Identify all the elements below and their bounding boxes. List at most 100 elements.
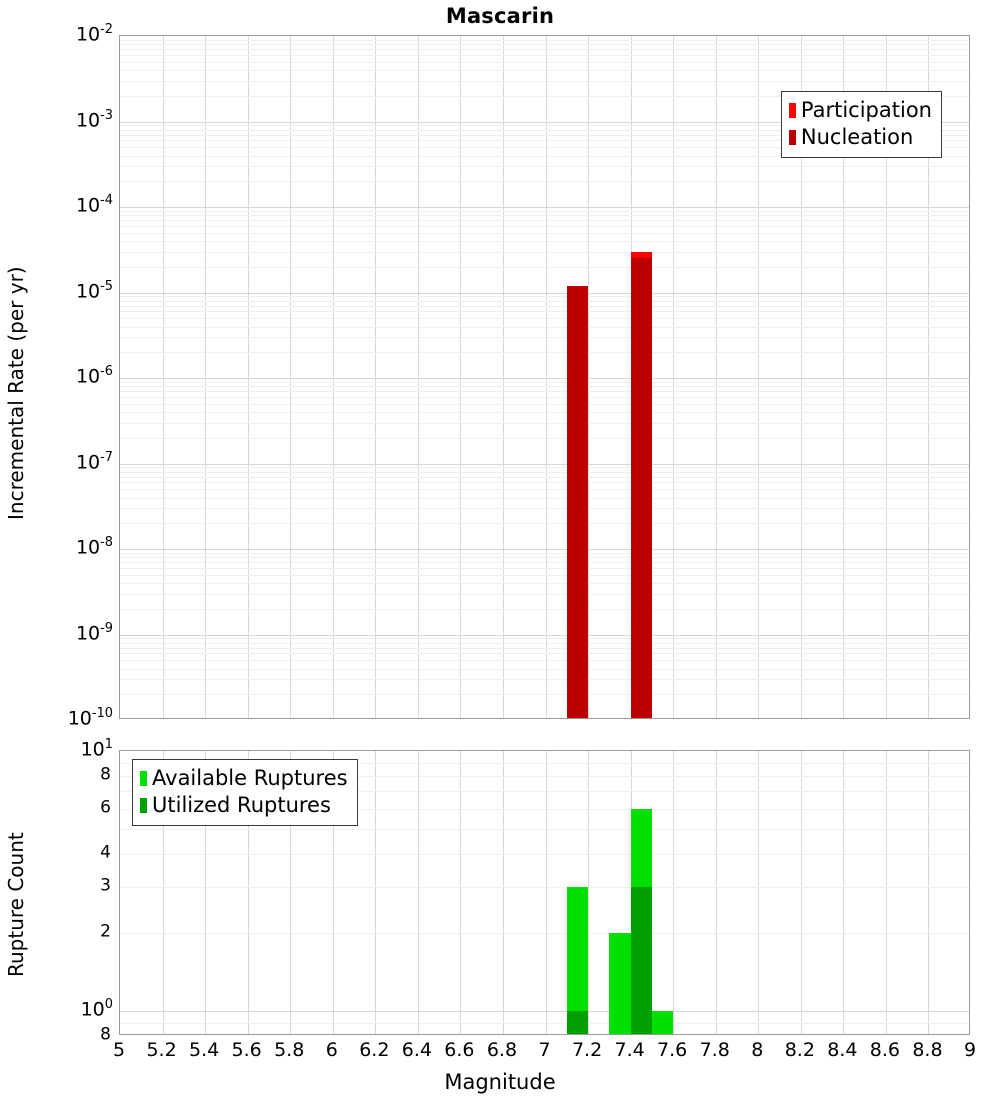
grid-line-horizontal-minor [120, 568, 969, 569]
grid-line-vertical [928, 36, 929, 718]
grid-line-horizontal-minor [120, 472, 969, 473]
grid-line-horizontal-minor [120, 135, 969, 136]
grid-line-vertical [503, 36, 504, 718]
grid-line-horizontal-minor [120, 125, 969, 126]
grid-line-horizontal [120, 122, 969, 123]
top-panel-y-axis-label: Incremental Rate (per yr) [4, 266, 28, 520]
x-tick-label: 6 [325, 1039, 338, 1061]
grid-line-vertical [716, 36, 717, 718]
grid-line-vertical [248, 36, 249, 718]
grid-line-vertical [205, 36, 206, 718]
grid-line-vertical [588, 36, 589, 718]
grid-line-horizontal [120, 887, 969, 888]
grid-line-horizontal-minor [120, 508, 969, 509]
grid-line-vertical [333, 751, 334, 1034]
legend-swatch-icon [140, 771, 147, 786]
legend-swatch-icon [788, 130, 796, 145]
legend-label: Available Ruptures [152, 766, 348, 790]
top-panel-canvas [120, 36, 969, 718]
grid-line-horizontal [120, 635, 969, 636]
x-tick-label: 6.4 [401, 1039, 432, 1061]
x-tick-label: 7.8 [699, 1039, 730, 1061]
grid-line-vertical [758, 36, 759, 718]
grid-line-horizontal-minor [120, 49, 969, 50]
grid-line-horizontal-minor [120, 404, 969, 405]
x-tick-label: 8.2 [784, 1039, 815, 1061]
y-tick-label: 8 [100, 1024, 111, 1045]
grid-line-horizontal [120, 763, 969, 764]
x-axis-label: Magnitude [444, 1070, 556, 1094]
bar-available-ruptures [651, 1010, 674, 1034]
y-tick-label: 10-2 [75, 22, 113, 46]
grid-line-horizontal-minor [120, 397, 969, 398]
grid-line-vertical [460, 751, 461, 1034]
y-tick-label: 10-6 [75, 364, 113, 388]
grid-line-vertical [546, 751, 547, 1034]
grid-line-horizontal-minor [120, 386, 969, 387]
grid-line-horizontal-minor [120, 412, 969, 413]
legend-label: Participation [800, 98, 932, 122]
grid-line-horizontal [120, 464, 969, 465]
grid-line-horizontal-minor [120, 296, 969, 297]
x-tick-label: 7.4 [614, 1039, 645, 1061]
grid-line-horizontal-minor [120, 482, 969, 483]
grid-line-horizontal-minor [120, 220, 969, 221]
y-tick-label: 10-10 [67, 706, 113, 730]
x-tick-label: 8.4 [827, 1039, 858, 1061]
y-tick-label: 2 [100, 921, 111, 942]
grid-line-horizontal-minor [120, 391, 969, 392]
grid-line-horizontal-minor [120, 660, 969, 661]
page-title: Mascarin [445, 4, 555, 28]
grid-line-horizontal-minor [120, 489, 969, 490]
x-tick-label: 9 [963, 1039, 977, 1061]
grid-line-horizontal-minor [120, 40, 969, 41]
grid-line-horizontal-minor [120, 267, 969, 268]
bottom-panel-y-axis-label: Rupture Count [4, 832, 28, 978]
grid-line-horizontal-minor [120, 252, 969, 253]
y-tick-label: 10-4 [75, 193, 113, 217]
top-panel-legend-item[interactable]: Participation [788, 97, 932, 124]
grid-line-horizontal-minor [120, 327, 969, 328]
grid-line-vertical [801, 751, 802, 1034]
y-tick-label: 10-7 [75, 449, 113, 473]
grid-line-vertical [546, 36, 547, 718]
top-panel-legend-item[interactable]: Nucleation [788, 124, 932, 151]
grid-line-horizontal-minor [120, 337, 969, 338]
grid-line-vertical [163, 36, 164, 718]
grid-line-horizontal-minor [120, 211, 969, 212]
grid-line-horizontal-minor [120, 562, 969, 563]
grid-line-horizontal-minor [120, 477, 969, 478]
grid-line-horizontal [120, 207, 969, 208]
grid-line-horizontal-minor [120, 311, 969, 312]
grid-line-vertical [673, 36, 674, 718]
grid-line-vertical [503, 751, 504, 1034]
x-tick-label: 8 [751, 1039, 764, 1061]
bottom-panel-plot-area: Available Ruptures Utilized Ruptures [119, 750, 970, 1035]
grid-line-horizontal [120, 293, 969, 294]
legend-label: Nucleation [800, 125, 914, 149]
x-tick-label: 8.8 [912, 1039, 943, 1061]
grid-line-horizontal-minor [120, 653, 969, 654]
legend-label: Utilized Ruptures [152, 793, 331, 817]
y-tick-label: 10-8 [75, 535, 113, 559]
grid-line-horizontal-minor [120, 166, 969, 167]
grid-line-horizontal-minor [120, 55, 969, 56]
grid-line-horizontal-minor [120, 226, 969, 227]
bottom-panel-legend-item[interactable]: Utilized Ruptures [140, 792, 348, 819]
y-tick-label: 8 [100, 764, 111, 785]
x-tick-label: 5.6 [231, 1039, 262, 1061]
grid-line-horizontal-minor [120, 523, 969, 524]
x-tick-label: 7.6 [657, 1039, 688, 1061]
bottom-panel-legend-item[interactable]: Available Ruptures [140, 765, 348, 792]
grid-line-horizontal-minor [120, 156, 969, 157]
grid-line-horizontal-minor [120, 181, 969, 182]
x-tick-label: 5 [112, 1039, 126, 1061]
grid-line-vertical [418, 36, 419, 718]
y-tick-label: 6 [100, 797, 111, 818]
grid-line-vertical [163, 751, 164, 1034]
y-tick-label: 10-5 [75, 278, 113, 302]
y-tick-label: 4 [100, 842, 111, 863]
grid-line-vertical [843, 36, 844, 718]
bottom-panel-canvas [120, 751, 969, 1034]
grid-line-vertical [375, 751, 376, 1034]
